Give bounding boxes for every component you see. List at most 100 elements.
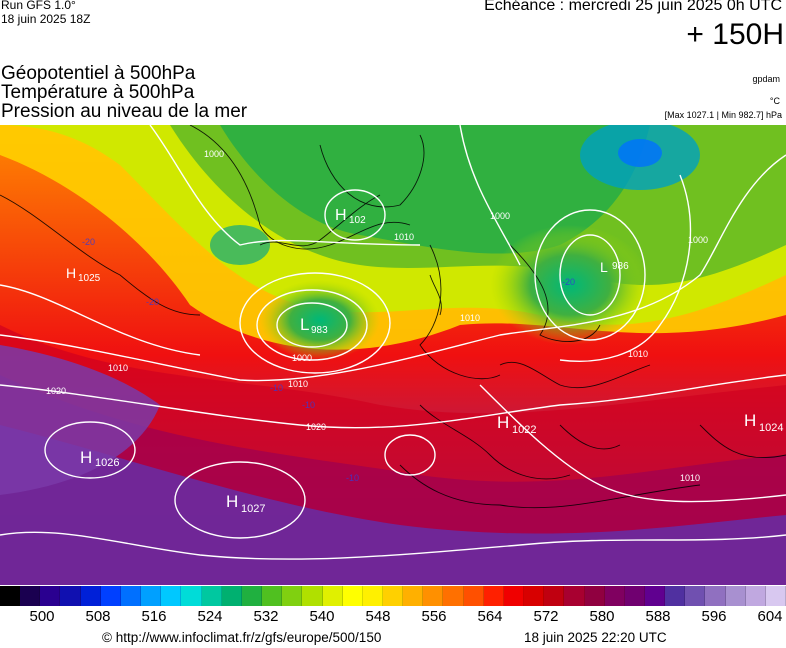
- isobar-label: 1010: [460, 313, 480, 323]
- isobar-label: 1010: [628, 349, 648, 359]
- high-center-value: 102: [349, 215, 366, 226]
- unit-gpdam: gpdam: [752, 74, 780, 84]
- color-swatch: [503, 586, 525, 606]
- pressure-centers: H 1025 H 102 L 983 L 986 H 1026 H 1027 H…: [66, 207, 783, 515]
- forecast-valid-time: Echéance : mercredi 25 juin 2025 0h UTC: [484, 0, 782, 14]
- isobar-label: 1020: [46, 386, 66, 396]
- isobars: [0, 125, 786, 560]
- color-swatch: [745, 586, 766, 606]
- color-swatch: [604, 586, 625, 606]
- isobar-label: 1010: [680, 473, 700, 483]
- color-swatch: [564, 586, 585, 606]
- high-center-value: 1024: [759, 422, 783, 434]
- color-swatch: [524, 586, 545, 606]
- temperature-label: -10: [346, 473, 359, 483]
- color-swatch: [262, 586, 283, 606]
- high-center: H: [66, 265, 76, 281]
- high-center: H: [497, 413, 509, 432]
- high-center-value: 1027: [241, 503, 265, 515]
- isobar-label: 1000: [204, 149, 224, 159]
- color-swatch: [362, 586, 383, 606]
- temperature-label: -20: [82, 237, 95, 247]
- color-swatch: [382, 586, 404, 606]
- color-swatch: [443, 586, 464, 606]
- color-scale-ticks: 500 508 516 524 532 540 548 556 564 572 580 588 596 6…: [0, 608, 786, 628]
- color-swatch: [765, 586, 786, 606]
- unit-celsius: °C: [769, 96, 780, 106]
- high-center: H: [226, 492, 238, 511]
- color-swatch: [100, 586, 121, 606]
- isobar-label: 1010: [288, 379, 308, 389]
- scale-tick-label: 564: [477, 608, 503, 625]
- low-center-value: 983: [311, 325, 328, 336]
- color-scale-bar: [0, 586, 786, 606]
- isobar-label: 1010: [108, 363, 128, 373]
- temperature-label: -10: [270, 383, 283, 393]
- scale-tick-label: 596: [701, 608, 727, 625]
- color-swatch: [463, 586, 484, 606]
- color-swatch: [544, 586, 565, 606]
- temperature-labels: -20 -20 -10 -10 -10 -20: [82, 237, 575, 483]
- color-swatch: [141, 586, 162, 606]
- max-min-pressure: [Max 1027.1 | Min 982.7] hPa: [664, 110, 782, 120]
- color-swatch: [161, 586, 182, 606]
- color-swatch: [403, 586, 424, 606]
- scale-tick-label: 516: [141, 608, 167, 625]
- color-swatch: [342, 586, 363, 606]
- color-swatch: [423, 586, 444, 606]
- color-swatch: [181, 586, 202, 606]
- isobar-label: 1010: [394, 232, 414, 242]
- color-swatch: [40, 586, 61, 606]
- color-swatch: [80, 586, 101, 606]
- generated-timestamp: 18 juin 2025 22:20 UTC: [524, 630, 667, 645]
- color-swatch: [685, 586, 706, 606]
- scale-tick-label: 500: [29, 608, 55, 625]
- title-temperature: Température à 500hPa: [1, 82, 195, 103]
- color-swatch: [120, 586, 142, 606]
- scale-tick-label: 548: [365, 608, 391, 625]
- color-swatch: [241, 586, 263, 606]
- run-label: Run GFS 1.0°: [1, 0, 76, 12]
- high-center: H: [744, 411, 756, 430]
- color-swatch: [645, 586, 666, 606]
- run-date: 18 juin 2025 18Z: [1, 12, 91, 26]
- high-center-value: 1026: [95, 457, 119, 469]
- scale-tick-label: 572: [533, 608, 559, 625]
- title-geopotential: Géopotentiel à 500hPa: [1, 63, 196, 84]
- high-center: H: [335, 207, 347, 224]
- color-swatch: [60, 586, 81, 606]
- color-swatch: [0, 586, 21, 606]
- color-swatch: [584, 586, 605, 606]
- scale-tick-label: 524: [197, 608, 223, 625]
- scale-tick-label: 580: [589, 608, 615, 625]
- scale-tick-label: 540: [309, 608, 335, 625]
- isobar-label: 1020: [306, 422, 326, 432]
- color-swatch: [20, 586, 41, 606]
- isobar-label: 1000: [292, 353, 312, 363]
- low-center-value: 986: [612, 261, 629, 272]
- scale-tick-label: 556: [421, 608, 447, 625]
- color-swatch: [705, 586, 726, 606]
- low-center: L: [300, 315, 309, 334]
- temperature-label: -10: [302, 400, 315, 410]
- lead-time: + 150H: [686, 18, 784, 51]
- isobar-labels: 1000 1000 1000 1010 1010 1010 1010 1010 …: [46, 149, 708, 483]
- weather-map: H 1025 H 102 L 983 L 986 H 1026 H 1027 H…: [0, 125, 786, 585]
- scale-tick-label: 508: [85, 608, 111, 625]
- color-swatch: [665, 586, 686, 606]
- coastlines: [0, 125, 786, 509]
- isobar-label: 1000: [490, 211, 510, 221]
- high-center-value: 1022: [512, 424, 536, 436]
- scale-tick-label: 604: [757, 608, 783, 625]
- color-swatch: [483, 586, 504, 606]
- color-swatch: [624, 586, 645, 606]
- isobar-label: 1000: [688, 235, 708, 245]
- scale-tick-label: 532: [253, 608, 279, 625]
- temperature-label: -20: [562, 277, 575, 287]
- color-swatch: [282, 586, 303, 606]
- color-swatch: [221, 586, 242, 606]
- scale-tick-label: 588: [645, 608, 671, 625]
- color-swatch: [302, 586, 323, 606]
- source-credit: © http://www.infoclimat.fr/z/gfs/europe/…: [102, 630, 382, 645]
- temperature-label: -20: [146, 297, 159, 307]
